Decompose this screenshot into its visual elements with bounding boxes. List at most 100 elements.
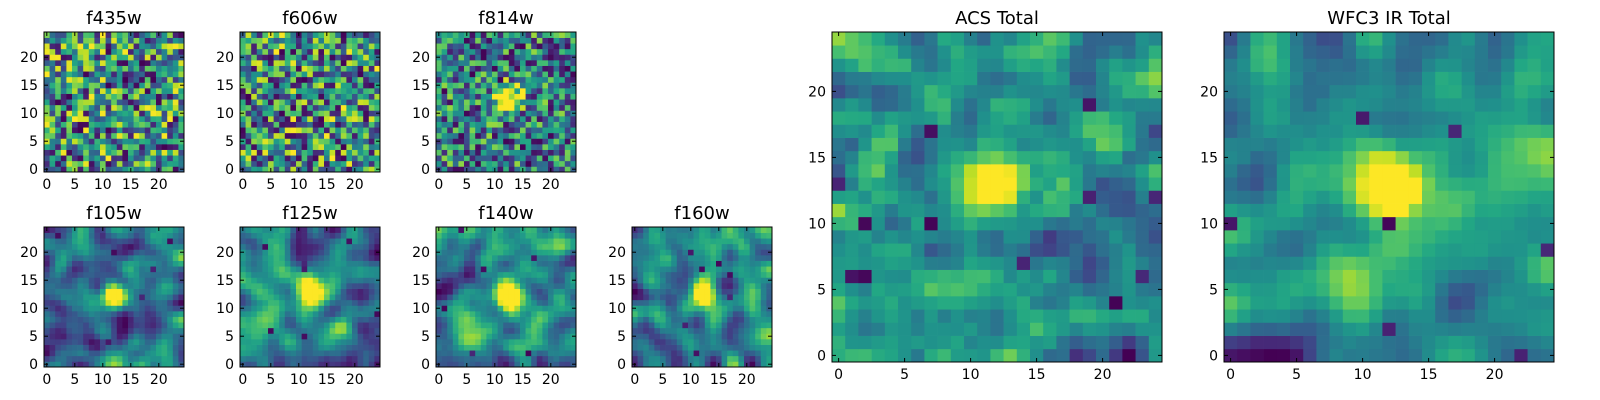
heatmap-cell	[60, 249, 67, 256]
heatmap-cell	[542, 93, 549, 100]
heatmap-cell	[60, 299, 67, 306]
heatmap-cell	[458, 37, 465, 44]
heatmap-cell	[167, 227, 174, 233]
heatmap-cell	[643, 305, 650, 312]
heatmap-cell	[508, 294, 515, 301]
heatmap-cell	[245, 127, 252, 134]
heatmap-cell	[290, 344, 297, 351]
heatmap-cell	[133, 249, 140, 256]
heatmap-cell	[469, 361, 476, 368]
heatmap-cell	[268, 344, 274, 351]
heatmap-cell	[55, 121, 62, 128]
heatmap-cell	[458, 132, 465, 139]
heatmap-cell	[564, 121, 571, 128]
heatmap-cell	[312, 116, 319, 122]
heatmap-cell	[536, 243, 543, 250]
heatmap-cell	[441, 322, 448, 329]
heatmap-cell	[284, 127, 291, 134]
heatmap-cell	[464, 71, 470, 78]
heatmap-cell	[352, 277, 358, 284]
heatmap-cell	[245, 305, 252, 312]
heatmap-cell	[296, 327, 302, 334]
heatmap-cell	[144, 93, 151, 100]
heatmap-cell	[497, 227, 504, 233]
heatmap-cell	[514, 82, 521, 89]
heatmap-cell	[49, 132, 56, 139]
heatmap-cell	[279, 355, 286, 362]
heatmap-cell	[363, 316, 370, 323]
heatmap-cell	[116, 361, 123, 368]
heatmap-cell	[964, 164, 978, 178]
heatmap-cell	[346, 227, 353, 233]
heatmap-cell	[335, 344, 342, 351]
heatmap-cell	[88, 104, 95, 111]
heatmap-cell	[760, 322, 767, 329]
heatmap-cell	[312, 166, 319, 173]
heatmap-cell	[111, 355, 118, 362]
heatmap-cell	[329, 238, 336, 245]
heatmap-cell	[553, 232, 560, 239]
heatmap-cell	[744, 333, 750, 340]
y-tick-label: 15	[608, 273, 626, 289]
heatmap-cell	[447, 166, 454, 173]
heatmap-cell	[508, 138, 515, 145]
heatmap-cell	[845, 322, 859, 336]
heatmap-cell	[845, 296, 859, 310]
heatmap-cell	[279, 243, 286, 250]
heatmap-cell	[346, 305, 353, 312]
heatmap-cell	[871, 177, 886, 191]
heatmap-cell	[648, 266, 655, 273]
heatmap-cell	[480, 322, 487, 329]
heatmap-cell	[66, 255, 73, 261]
heatmap-cell	[492, 93, 498, 100]
heatmap-cell	[1069, 256, 1084, 270]
heatmap-cell	[520, 322, 526, 329]
heatmap-cell	[648, 227, 655, 233]
heatmap-cell	[536, 160, 543, 167]
heatmap-cell	[55, 283, 62, 289]
heatmap-cell	[732, 232, 739, 239]
heatmap-cell	[531, 355, 538, 362]
heatmap-cell	[251, 271, 258, 278]
heatmap-cell	[251, 149, 258, 156]
heatmap-cell	[290, 99, 297, 106]
heatmap-cell	[688, 299, 694, 306]
heatmap-cell	[531, 132, 538, 139]
heatmap-cell	[447, 144, 454, 150]
heatmap-cell	[492, 322, 498, 329]
heatmap-cell	[924, 243, 938, 257]
heatmap-cell	[49, 104, 56, 111]
heatmap-cell	[643, 243, 650, 250]
heatmap-cell	[161, 327, 168, 334]
heatmap-cell	[480, 71, 487, 78]
heatmap-cell	[357, 32, 364, 38]
heatmap-cell	[693, 243, 700, 250]
heatmap-cell	[1082, 216, 1097, 231]
heatmap-cell	[469, 344, 476, 351]
heatmap-cell	[44, 60, 50, 66]
heatmap-cell	[536, 232, 543, 239]
heatmap-cell	[845, 177, 859, 191]
heatmap-cell	[83, 299, 90, 306]
heatmap-cell	[340, 227, 347, 233]
heatmap-cell	[749, 232, 756, 239]
x-tick-label: 15	[710, 372, 728, 388]
heatmap-cell	[469, 93, 476, 100]
heatmap-cell	[452, 43, 459, 50]
heatmap-cell	[72, 350, 78, 357]
heatmap-cell	[49, 155, 56, 162]
heatmap-cell	[167, 277, 174, 284]
heatmap-cell	[536, 48, 543, 55]
heatmap-cell	[357, 54, 364, 61]
heatmap-cell	[346, 149, 353, 156]
heatmap-cell	[105, 37, 112, 44]
heatmap-cell	[447, 255, 454, 261]
heatmap-cell	[172, 43, 179, 50]
heatmap-cell	[245, 160, 252, 167]
heatmap-cell	[116, 243, 123, 250]
heatmap-cell	[352, 344, 358, 351]
heatmap-cell	[744, 288, 750, 295]
heatmap-cell	[514, 155, 521, 162]
heatmap-cell	[83, 127, 90, 134]
heatmap-cell	[83, 43, 90, 50]
